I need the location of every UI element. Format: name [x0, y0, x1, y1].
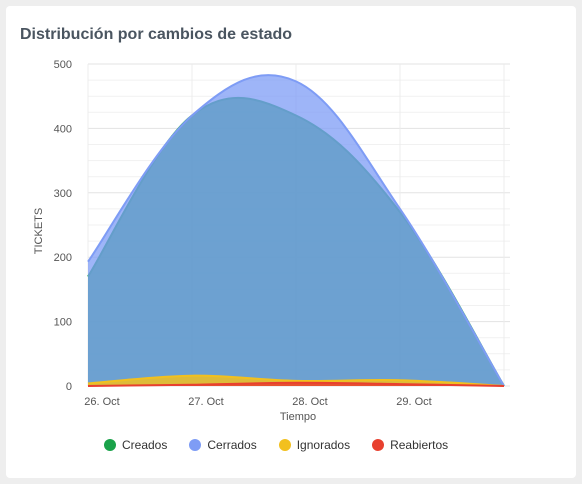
y-tick-label: 0	[66, 381, 72, 393]
x-tick-label: 27. Oct	[188, 396, 223, 408]
legend-dot-icon	[278, 439, 291, 451]
x-tick-label: 26. Oct	[84, 396, 119, 408]
series-area-cerrados	[88, 75, 504, 387]
legend-item-creados[interactable]: Creados	[104, 438, 167, 452]
legend-label: Ignorados	[296, 438, 351, 452]
legend-dot-icon	[189, 439, 202, 451]
legend-item-ignorados[interactable]: Ignorados	[278, 438, 351, 452]
y-tick-label: 300	[54, 188, 72, 200]
legend-label: Cerrados	[207, 438, 257, 452]
series-areas	[87, 74, 505, 387]
legend-label: Reabiertos	[390, 438, 449, 452]
y-axis-label: TICKETS	[33, 208, 45, 254]
area-chart: 0 100 200 300 400 500 26. Oct 27. Oct 28. Oct 29…	[33, 59, 510, 423]
legend-dot-icon	[104, 439, 116, 451]
y-tick-label: 400	[54, 123, 72, 135]
legend: Creados Cerrados Ignorados Reabiertos	[104, 438, 448, 452]
x-axis-label: Tiempo	[280, 411, 316, 423]
x-axis-ticks: 26. Oct 27. Oct 28. Oct 29. Oct	[84, 396, 431, 408]
legend-item-cerrados[interactable]: Cerrados	[189, 438, 257, 452]
y-tick-label: 200	[54, 252, 72, 264]
series-line-ignorados	[87, 374, 505, 387]
x-tick-label: 28. Oct	[292, 396, 327, 408]
y-axis-ticks: 0 100 200 300 400 500	[54, 59, 72, 393]
series-line-reabiertos	[87, 381, 505, 387]
legend-label: Creados	[122, 438, 168, 452]
chart-title: Distribución por cambios de estado	[20, 26, 293, 43]
y-tick-label: 100	[54, 317, 72, 329]
legend-item-reabiertos[interactable]: Reabiertos	[372, 438, 448, 452]
x-tick-label: 29. Oct	[396, 396, 431, 408]
y-tick-label: 500	[54, 59, 72, 71]
series-line-cerrados	[87, 74, 505, 387]
chart-card: Distribución por cambios de estado 0 100 2…	[6, 6, 576, 478]
legend-dot-icon	[372, 439, 385, 451]
